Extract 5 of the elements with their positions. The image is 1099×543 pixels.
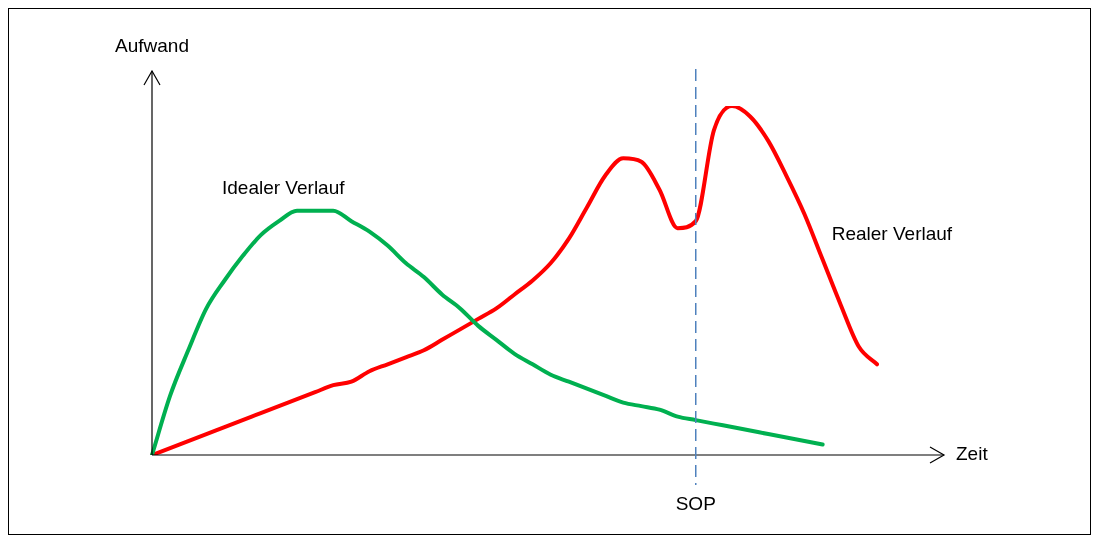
series-label: Idealer Verlauf (222, 176, 346, 198)
x-axis-title: Zeit (956, 443, 989, 465)
y-axis-title: Aufwand (115, 35, 189, 57)
series-label: Realer Verlauf (831, 223, 953, 245)
text: SOP (675, 493, 716, 515)
